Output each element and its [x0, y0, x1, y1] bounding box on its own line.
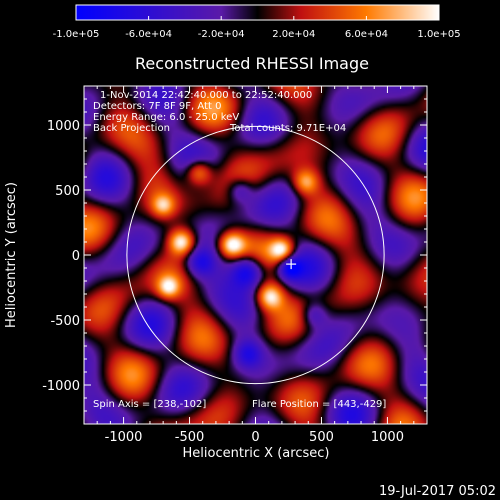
- axis-tick-labels: -1000 -500 0 500 1000 -1000 -500 0 500 1000: [42, 119, 404, 445]
- x-tick-label: 500: [309, 430, 334, 445]
- annotation-spin-axis: Spin Axis = [238,-102]: [93, 399, 206, 410]
- y-tick-label: 1000: [47, 119, 80, 134]
- annotation-method: Back Projection: [93, 123, 170, 134]
- colorbar-tick-label: -2.0e+04: [198, 29, 245, 40]
- flare-marker: [286, 259, 297, 270]
- annotation-flare-position: Flare Position = [443,-429]: [252, 399, 386, 410]
- y-axis-label: Heliocentric Y (arcsec): [4, 182, 19, 328]
- colorbar-tick-label: 6.0e+04: [345, 29, 388, 40]
- y-tick-label: -1000: [42, 379, 80, 394]
- colorbar-tick-label: 1.0e+05: [417, 29, 460, 40]
- x-axis-label: Heliocentric X (arcsec): [183, 446, 330, 461]
- x-tick-label: 1000: [371, 430, 404, 445]
- colorbar-tick-label: -6.0e+04: [125, 29, 172, 40]
- axis-ticks: [84, 86, 427, 424]
- footer-timestamp: 19-Jul-2017 05:02: [379, 484, 496, 499]
- annotation-energy: Energy Range: 6.0 - 25.0 keV: [93, 112, 239, 123]
- annotation-counts: Total counts: 9.71E+04: [229, 123, 346, 134]
- solar-limb-circle: [126, 125, 385, 385]
- x-tick-label: -500: [175, 430, 205, 445]
- colorbar-ticks: -1.0e+05 -6.0e+04 -2.0e+04 2.0e+04 6.0e+04 1.…: [53, 16, 461, 40]
- colorbar-tick-label: 2.0e+04: [272, 29, 315, 40]
- y-tick-label: 0: [72, 249, 80, 264]
- chart-title: Reconstructed RHESSI Image: [135, 54, 369, 73]
- heatmap-image: [84, 86, 427, 424]
- colorbar-tick-label: -1.0e+05: [53, 29, 100, 40]
- y-tick-label: 500: [55, 184, 80, 199]
- x-tick-label: -1000: [105, 430, 143, 445]
- x-tick-label: 0: [251, 430, 259, 445]
- annotation-detectors: Detectors: 7F 8F 9F, Att 0: [93, 101, 221, 112]
- colorbar: [75, 4, 440, 21]
- y-tick-label: -500: [50, 314, 80, 329]
- annotation-time-range: 1-Nov-2014 22:42:40.000 to 22:52:40.000: [100, 90, 312, 101]
